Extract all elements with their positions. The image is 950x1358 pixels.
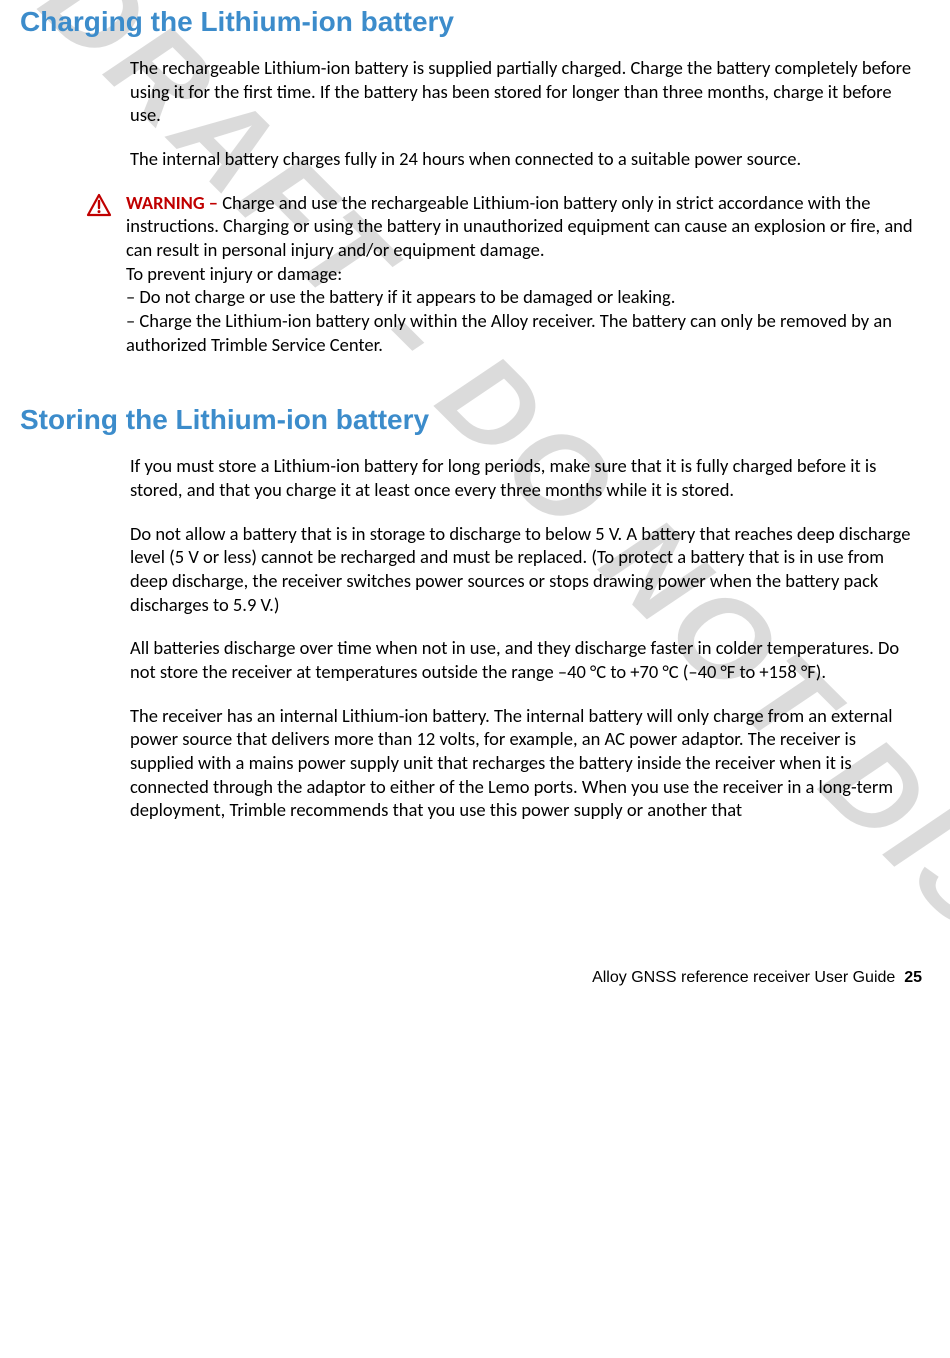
page-footer: Alloy GNSS reference receiver User Guide… (592, 969, 922, 987)
warning-text: WARNING – Charge and use the rechargeabl… (126, 191, 920, 357)
paragraph: If you must store a Lithium-ion battery … (130, 454, 920, 501)
document-page: DRAFT - DO NOT DISTRIBUTE Charging the L… (0, 6, 950, 1009)
warning-label: WARNING – (126, 191, 218, 214)
warning-line: To prevent injury or damage: (126, 262, 342, 285)
paragraph: The rechargeable Lithium-ion battery is … (130, 56, 920, 127)
heading-storing: Storing the Lithium-ion battery (20, 404, 930, 436)
paragraph: The internal battery charges fully in 24… (130, 147, 920, 171)
footer-doc-title: Alloy GNSS reference receiver User Guide (592, 969, 895, 986)
charging-body: The rechargeable Lithium-ion battery is … (20, 56, 930, 171)
page-content: Charging the Lithium-ion battery The rec… (20, 6, 930, 822)
warning-block: WARNING – Charge and use the rechargeabl… (20, 191, 930, 357)
storing-body: If you must store a Lithium-ion battery … (20, 454, 930, 822)
footer-page-number: 25 (904, 969, 922, 986)
paragraph: The receiver has an internal Lithium-ion… (130, 704, 920, 822)
heading-charging: Charging the Lithium-ion battery (20, 6, 930, 38)
warning-icon (86, 193, 114, 357)
warning-lead: Charge and use the rechargeable Lithium-… (126, 191, 913, 261)
warning-line: – Do not charge or use the battery if it… (126, 285, 675, 308)
paragraph: All batteries discharge over time when n… (130, 636, 920, 683)
warning-line: – Charge the Lithium-ion battery only wi… (126, 309, 892, 356)
paragraph: Do not allow a battery that is in storag… (130, 522, 920, 617)
